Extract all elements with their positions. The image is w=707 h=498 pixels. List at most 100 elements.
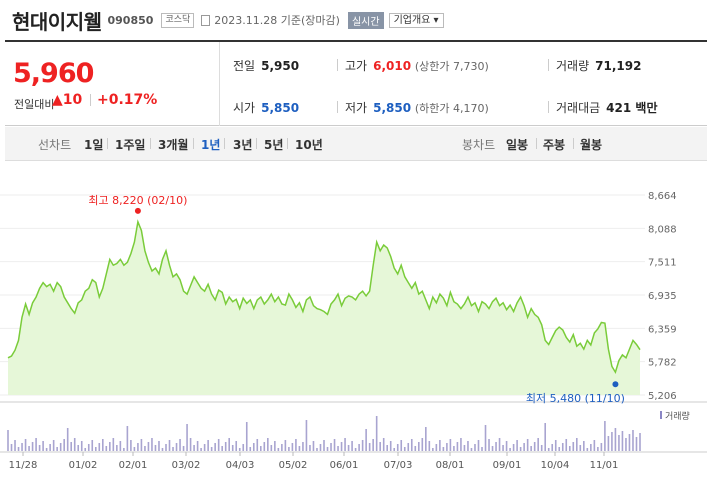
period-3m[interactable]: 3개월 [158, 138, 189, 152]
volume-bar [231, 445, 234, 451]
volume-bar [98, 443, 101, 451]
prev-close-value: 5,950 [261, 59, 300, 73]
volume-bar [193, 445, 195, 451]
volume-bar [249, 447, 252, 451]
volume-bar [449, 439, 452, 451]
volume-bar [221, 446, 223, 451]
x-tick-label: 11/28 [9, 460, 38, 471]
volume-bar [245, 422, 248, 451]
volume-bar [530, 446, 532, 451]
volume-bar [45, 448, 48, 451]
volume-bar [456, 442, 459, 451]
volume-bar [333, 439, 336, 451]
market-badge: 코스닥 [161, 12, 195, 28]
candle-chart-label: 봉차트 [462, 138, 496, 152]
volume-bar [288, 447, 290, 451]
divider [573, 138, 574, 149]
volume-bar [439, 440, 441, 451]
volume-bar [368, 443, 371, 451]
volume-bar [31, 442, 34, 451]
current-price-box: 5,960 전일대비 ▲10 +0.17% [5, 42, 220, 126]
volume-bar [17, 447, 20, 451]
volume-bar [281, 444, 283, 451]
period-5y[interactable]: 5년 [264, 138, 284, 152]
volume-bar [73, 438, 76, 451]
volume-bar [446, 443, 448, 451]
volume-bar [59, 443, 62, 451]
volume-bar [35, 438, 37, 451]
volume-bar [84, 448, 87, 451]
volume-bar [625, 438, 627, 451]
divider [548, 59, 549, 71]
volume-bar [604, 421, 606, 451]
period-10y[interactable]: 10년 [295, 138, 323, 152]
company-info-dropdown[interactable]: 기업개요 ▾ [388, 12, 444, 28]
period-toolbar: 선차트 1일 1주일 3개월 1년 3년 5년 10년 봉차트 일봉 주봉 월봉 [5, 127, 707, 161]
volume-bar [207, 440, 209, 451]
volume-bar [56, 447, 58, 451]
prev-close-stat: 전일 5,950 [233, 57, 299, 74]
volume-bar [49, 444, 51, 451]
divider [287, 138, 288, 149]
volume-bar [137, 443, 139, 451]
volume-bar [361, 440, 364, 451]
volume-bar [252, 443, 255, 451]
volume-bar [484, 425, 487, 451]
divider [90, 94, 91, 106]
open-label: 시가 [233, 101, 256, 115]
volume-bar [168, 440, 171, 451]
divider [337, 101, 338, 113]
candle-daily[interactable]: 일봉 [506, 138, 529, 152]
volume-bar [428, 441, 431, 451]
volume-bar [523, 443, 525, 451]
x-tick-label: 01/02 [69, 460, 98, 471]
volume-bar [274, 441, 276, 451]
volume-bar [590, 444, 592, 451]
divider [256, 138, 257, 149]
period-1d[interactable]: 1일 [84, 138, 104, 152]
volume-bar [14, 440, 16, 451]
volume-bar [470, 448, 473, 451]
period-1w[interactable]: 1주일 [115, 138, 146, 152]
period-1y[interactable]: 1년 [201, 138, 221, 152]
volume-bar [375, 416, 378, 451]
volume-bar [639, 433, 641, 451]
volume-bar [179, 439, 181, 451]
divider [107, 138, 108, 149]
volume-bar [551, 444, 554, 451]
volume-bar [632, 430, 634, 451]
volume-bar [214, 443, 216, 451]
volume-bar [586, 448, 589, 451]
x-tick-label: 11/01 [590, 460, 619, 471]
volume-bar [203, 444, 206, 451]
volume-bar [270, 445, 273, 451]
volume-bar [77, 445, 80, 451]
volume-bar [189, 438, 192, 451]
volume-bar [326, 447, 329, 451]
volume-bar [583, 441, 585, 451]
x-tick-label: 02/01 [119, 460, 148, 471]
volume-bar [196, 441, 199, 451]
volume-bar [224, 442, 227, 451]
volume-bar [38, 445, 41, 451]
volume-bar [537, 438, 539, 451]
volume-bar [421, 438, 424, 451]
up-arrow-icon: ▲ [52, 92, 63, 108]
candle-monthly[interactable]: 월봉 [580, 138, 603, 152]
volume-bar [365, 429, 367, 451]
realtime-button[interactable]: 실시간 [347, 11, 384, 29]
candle-weekly[interactable]: 주봉 [543, 138, 566, 152]
change-amount: ▲10 [52, 92, 82, 108]
volume-bar [91, 440, 94, 451]
price-area [8, 221, 640, 395]
volume-bar [323, 440, 325, 451]
y-tick-label: 6,359 [648, 324, 677, 335]
volume-bar [238, 448, 241, 451]
volume-bar [488, 439, 490, 451]
volume-bar [614, 428, 617, 451]
period-3y[interactable]: 3년 [233, 138, 253, 152]
document-icon [201, 14, 211, 26]
trade-value-stat: 거래대금 421 백만 [556, 99, 657, 116]
volume-bar [340, 442, 343, 451]
x-tick-label: 03/02 [172, 460, 201, 471]
